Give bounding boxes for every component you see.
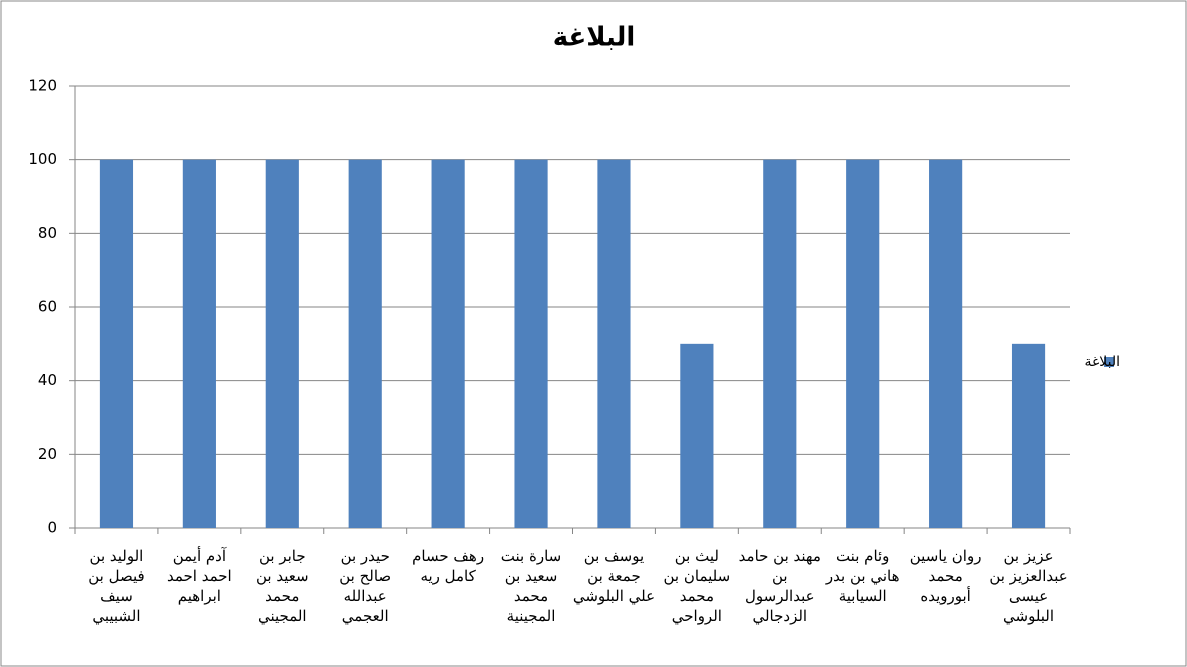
bar	[265, 159, 299, 528]
legend-swatch	[1104, 357, 1114, 367]
bar	[99, 159, 134, 528]
x-tick-label: الوليد بن فيصل بن سيف الشبيبي	[88, 547, 145, 625]
bar	[431, 159, 465, 528]
y-tick-label: 20	[38, 445, 57, 463]
y-tick-label: 120	[28, 77, 57, 95]
x-tick-label: سارة بنت سعيد بن محمد المجينية	[500, 547, 562, 625]
bar	[929, 159, 963, 528]
bar	[597, 159, 631, 528]
y-tick-label: 0	[47, 519, 57, 537]
x-tick-label: حيدر بن صالح بن عبدالله العجمي	[339, 547, 392, 625]
bar	[514, 159, 548, 528]
bar	[680, 343, 714, 528]
x-tick-label: عزيز بن عبدالعزيز بن عيسى البلوشي	[989, 547, 1068, 625]
x-tick-label: روان ياسين محمد أبورويده	[909, 547, 982, 605]
x-tick-label: مهند بن حامد بن عبدالرسول الزدجالي	[738, 547, 821, 625]
x-tick-label: جابر بن سعيد بن محمد المجيني	[255, 547, 309, 625]
x-tick-label: ليث بن سليمان بن محمد الرواحي	[663, 547, 731, 625]
bar	[1011, 343, 1046, 528]
y-tick-label: 40	[38, 371, 57, 389]
bar	[846, 159, 880, 528]
bar	[348, 159, 382, 528]
chart-title: البلاغة	[553, 23, 636, 53]
y-tick-label: 60	[38, 298, 57, 316]
x-tick-label: رهف حسام كامل ريه	[412, 547, 485, 585]
x-tick-label: يوسف بن جمعة بن علي البلوشي	[572, 547, 656, 605]
y-tick-label: 80	[38, 224, 57, 242]
legend-label: البلاغة	[1084, 354, 1120, 370]
bar	[182, 159, 216, 528]
y-tick-label: 100	[28, 150, 57, 168]
x-tick-label: وئام بنت هاني بن بدر السيابية	[825, 547, 900, 605]
bar	[763, 159, 797, 528]
x-tick-label: آدم أيمن احمد احمد ابراهيم	[166, 547, 232, 605]
